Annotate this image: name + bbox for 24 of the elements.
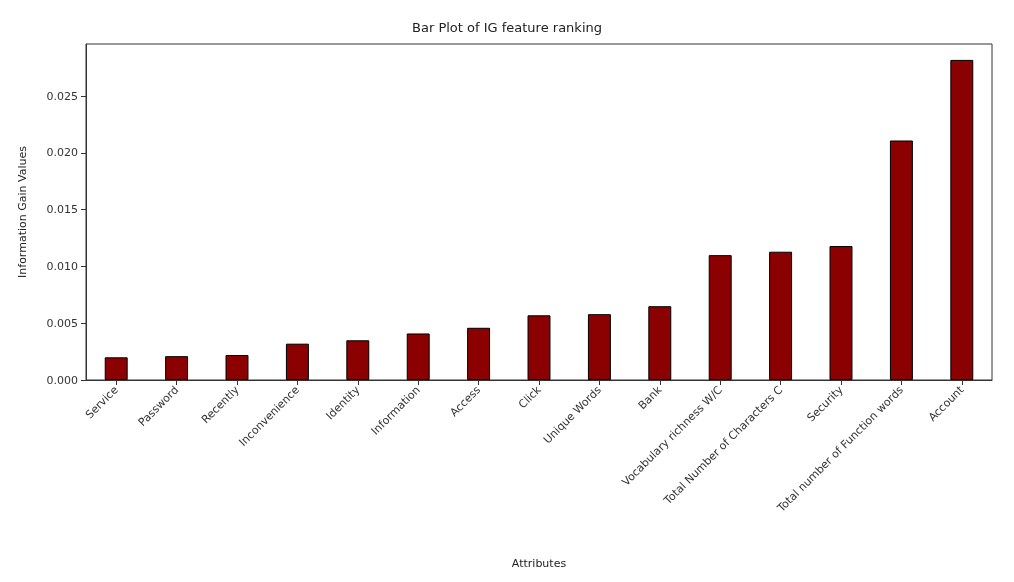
bar xyxy=(285,343,309,380)
y-tick-label: 0.000 xyxy=(46,373,78,387)
y-tick-label: 0.005 xyxy=(46,316,78,330)
bar xyxy=(889,140,913,380)
bar xyxy=(829,246,853,380)
y-tick-label: 0.025 xyxy=(46,89,78,103)
chart-title: Bar Plot of IG feature ranking xyxy=(412,20,602,35)
bar xyxy=(648,306,672,380)
x-axis-title: Attributes xyxy=(511,557,567,570)
bar xyxy=(587,314,611,380)
bar xyxy=(346,340,370,380)
bar xyxy=(225,355,249,380)
bar xyxy=(104,357,128,380)
bar xyxy=(708,255,732,380)
y-tick-label: 0.020 xyxy=(46,146,78,160)
y-axis-title: Information Gain Values xyxy=(16,145,29,278)
bar xyxy=(165,356,189,380)
y-tick-label: 0.015 xyxy=(46,203,78,217)
bar xyxy=(950,59,974,380)
bar xyxy=(467,327,491,380)
bar xyxy=(527,315,551,380)
bar xyxy=(406,333,430,380)
y-tick-label: 0.010 xyxy=(46,259,78,273)
bar xyxy=(769,251,793,380)
